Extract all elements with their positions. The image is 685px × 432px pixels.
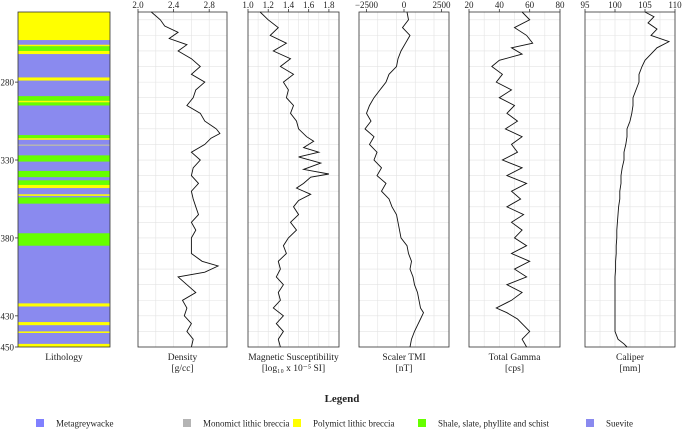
lithology-interval-3 — [18, 50, 110, 55]
log-curve-1 — [259, 11, 329, 348]
depth-tick-label: 430 — [1, 311, 15, 321]
x-tick-label: 110 — [668, 0, 682, 10]
x-tick-label: 40 — [495, 0, 505, 10]
track-density: 2.0 2.4 2.8 Density[g/cc] — [132, 0, 228, 374]
lithology-title: Lithology — [45, 353, 83, 363]
lithology-interval-19 — [18, 322, 110, 326]
track-magnetic-susceptibility: 1.0 1.2 1.4 1.6 1.8 Magnetic Susceptibility[l… — [242, 0, 340, 374]
track-unit: [mm] — [619, 364, 640, 374]
lithology-interval-21 — [18, 343, 110, 347]
lithology-interval-4 — [18, 77, 110, 81]
lithology-frame — [17, 11, 111, 348]
track-title: Total Gamma — [489, 353, 542, 363]
legend-label: Polymict lithic breccia — [313, 419, 394, 429]
track-title: Density — [168, 353, 198, 363]
track-scaler-tmi: −2500 0 2500 Scaler TMI[nT] — [355, 0, 451, 374]
lithology-interval-2 — [18, 46, 110, 51]
legend-swatch-0 — [36, 419, 44, 427]
lithology-interval-1 — [18, 44, 110, 47]
track-frame — [584, 11, 676, 348]
track-frame — [468, 11, 561, 348]
x-tick-label: −2500 — [355, 0, 379, 10]
depth-tick-label: 280 — [1, 78, 15, 88]
track-unit: [cps] — [505, 364, 524, 374]
track-unit: [nT] — [396, 364, 413, 374]
lithology-interval-16 — [18, 197, 110, 204]
lithology-interval-13 — [18, 180, 110, 185]
x-tick-label: 2.8 — [204, 0, 216, 10]
lithology-interval-15 — [18, 194, 110, 196]
lithology-interval-6 — [18, 100, 110, 103]
lithology-interval-9 — [18, 138, 110, 140]
x-tick-label: 80 — [556, 0, 566, 10]
legend-label: Shale, slate, phyllite and schist — [438, 419, 549, 429]
track-total-gamma: 20 40 60 80 Total Gamma[cps] — [465, 0, 566, 374]
lithology-interval-18 — [18, 303, 110, 307]
x-tick-label: 1.4 — [283, 0, 295, 10]
legend-label: Suevite — [606, 419, 633, 429]
legend-title: Legend — [325, 393, 360, 405]
x-tick-label: 20 — [465, 0, 475, 10]
legend-label: Metagreywacke — [56, 419, 113, 429]
x-tick-label: 2500 — [433, 0, 452, 10]
x-tick-label: 1.8 — [323, 0, 335, 10]
lithology-base-suevite — [18, 12, 110, 347]
track-frame — [247, 11, 340, 348]
track-unit: [log₁₀ x 10⁻⁵ SI] — [262, 364, 325, 374]
lithology-interval-20 — [18, 331, 110, 333]
x-tick-label: 60 — [525, 0, 535, 10]
x-tick-label: 2.4 — [168, 0, 180, 10]
lithology-interval-10 — [18, 144, 110, 146]
track-frame — [137, 11, 228, 348]
log-curve-0 — [151, 11, 221, 348]
x-tick-label: 2.0 — [132, 0, 144, 10]
legend-swatch-1 — [183, 419, 191, 427]
depth-tick-label: 380 — [1, 233, 15, 243]
x-tick-label: 0 — [402, 0, 407, 10]
track-title: Magnetic Susceptibility — [248, 353, 339, 363]
lithology-interval-12 — [18, 170, 110, 178]
depth-tick-label: 330 — [1, 156, 15, 166]
x-tick-label: 1.2 — [263, 0, 274, 10]
track-title: Caliper — [616, 353, 645, 363]
lithology-interval-0 — [18, 12, 110, 41]
legend-swatch-2 — [293, 419, 301, 427]
log-curve-3 — [491, 11, 534, 348]
track-unit: [g/cc] — [171, 364, 193, 374]
x-tick-label: 95 — [581, 0, 591, 10]
lithology-interval-8 — [18, 135, 110, 139]
x-tick-label: 1.6 — [303, 0, 315, 10]
track-frame — [358, 11, 450, 348]
lithology-interval-11 — [18, 155, 110, 162]
lithology-interval-17 — [18, 233, 110, 246]
x-tick-label: 105 — [638, 0, 652, 10]
x-tick-label: 100 — [608, 0, 622, 10]
x-tick-label: 1.0 — [242, 0, 254, 10]
track-title: Scaler TMI — [382, 353, 425, 363]
lithology-interval-7 — [18, 102, 110, 106]
log-curve-2 — [364, 11, 425, 348]
depth-tick-label: 450 — [1, 343, 15, 353]
legend-swatch-3 — [418, 419, 426, 427]
log-curve-4 — [614, 11, 671, 348]
legend-swatch-4 — [586, 419, 594, 427]
lithology-interval-5 — [18, 96, 110, 101]
lithology-interval-14 — [18, 184, 110, 189]
track-caliper: 95 100 105 110 Caliper[mm] — [581, 0, 683, 374]
legend-label: Monomict lithic breccia — [203, 419, 289, 429]
